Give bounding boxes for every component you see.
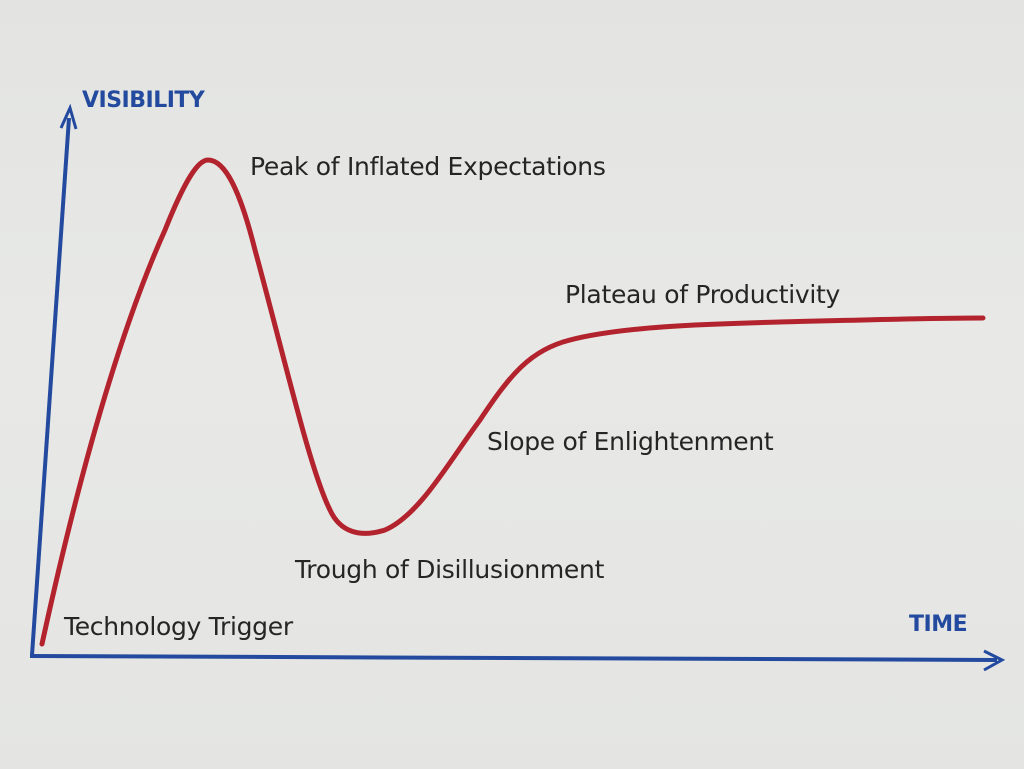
phase-label-peak: Peak of Inflated Expectations: [250, 152, 606, 181]
y-axis-arrowhead: [59, 103, 78, 130]
hype-curve: [39, 157, 986, 647]
x-axis-label: TIME: [909, 612, 968, 637]
x-axis-arrowhead: [983, 649, 1006, 672]
y-axis-line: [30, 117, 71, 656]
phase-label-slope: Slope of Enlightenment: [487, 427, 774, 456]
phase-label-trigger: Technology Trigger: [64, 612, 293, 641]
y-axis-label: VISIBILITY: [82, 88, 205, 113]
phase-label-plateau: Plateau of Productivity: [565, 280, 840, 309]
x-axis-line: [29, 654, 998, 662]
phase-label-trough: Trough of Disillusionment: [295, 555, 605, 584]
